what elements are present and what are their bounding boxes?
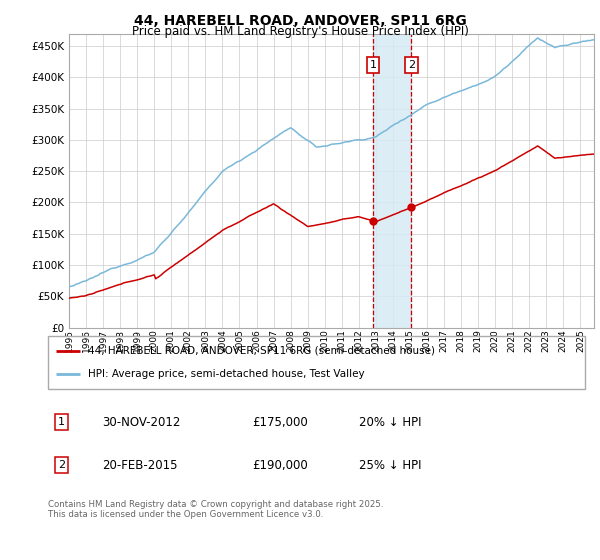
- Text: 25% ↓ HPI: 25% ↓ HPI: [359, 459, 422, 472]
- Text: 1: 1: [58, 417, 65, 427]
- Text: 20-FEB-2015: 20-FEB-2015: [102, 459, 177, 472]
- Text: £190,000: £190,000: [252, 459, 308, 472]
- Text: Contains HM Land Registry data © Crown copyright and database right 2025.
This d: Contains HM Land Registry data © Crown c…: [48, 500, 383, 520]
- Text: 2: 2: [408, 60, 415, 70]
- Bar: [373, 34, 412, 328]
- Text: 30-NOV-2012: 30-NOV-2012: [102, 416, 180, 428]
- Text: 44, HAREBELL ROAD, ANDOVER, SP11 6RG (semi-detached house): 44, HAREBELL ROAD, ANDOVER, SP11 6RG (se…: [88, 346, 435, 356]
- Text: Price paid vs. HM Land Registry's House Price Index (HPI): Price paid vs. HM Land Registry's House …: [131, 25, 469, 38]
- Text: HPI: Average price, semi-detached house, Test Valley: HPI: Average price, semi-detached house,…: [88, 369, 365, 379]
- Text: 44, HAREBELL ROAD, ANDOVER, SP11 6RG: 44, HAREBELL ROAD, ANDOVER, SP11 6RG: [134, 14, 466, 28]
- Text: 2: 2: [58, 460, 65, 470]
- Text: £175,000: £175,000: [252, 416, 308, 428]
- Text: 20% ↓ HPI: 20% ↓ HPI: [359, 416, 422, 428]
- Text: 1: 1: [370, 60, 376, 70]
